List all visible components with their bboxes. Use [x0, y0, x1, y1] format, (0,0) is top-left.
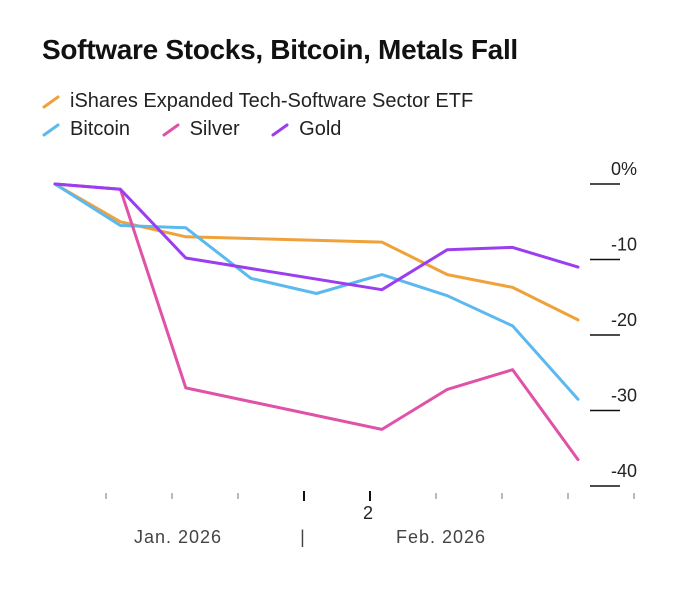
y-tick-label: -20 — [611, 310, 637, 330]
legend-swatch-etf — [42, 95, 60, 108]
series-line-bitcoin — [53, 182, 580, 401]
legend-item-silver[interactable]: Silver — [162, 118, 240, 141]
legend-label-etf: iShares Expanded Tech-Software Sector ET… — [70, 90, 474, 112]
x-tick-label: 2 — [363, 503, 373, 523]
legend-row-1: iShares Expanded Tech-Software Sector ET… — [42, 90, 499, 115]
legend-swatch-bitcoin — [42, 123, 60, 136]
y-tick-label: -40 — [611, 461, 637, 481]
legend-label-silver: Silver — [189, 118, 240, 140]
chart-title: Software Stocks, Bitcoin, Metals Fall — [42, 34, 518, 65]
series-line-ishares-expanded-tech-software-sector-etf — [53, 182, 580, 322]
legend-row-2: Bitcoin Silver Gold — [42, 118, 367, 143]
legend-item-etf[interactable]: iShares Expanded Tech-Software Sector ET… — [42, 90, 473, 113]
month-label-jan: Jan. 2026 — [134, 527, 222, 547]
month-label-feb: Feb. 2026 — [396, 527, 486, 547]
legend-label-bitcoin: Bitcoin — [70, 118, 131, 140]
legend-swatch-silver — [162, 123, 180, 136]
legend-label-gold: Gold — [299, 118, 342, 140]
series-line-silver — [53, 182, 580, 462]
legend-item-gold[interactable]: Gold — [271, 118, 341, 141]
y-tick-label: -30 — [611, 386, 637, 406]
series-line-gold — [53, 182, 580, 292]
month-separator: | — [300, 527, 306, 547]
legend-item-bitcoin[interactable]: Bitcoin — [42, 118, 130, 141]
y-tick-label: 0% — [611, 159, 637, 179]
y-tick-label: -10 — [611, 235, 637, 255]
legend-swatch-gold — [271, 123, 289, 136]
